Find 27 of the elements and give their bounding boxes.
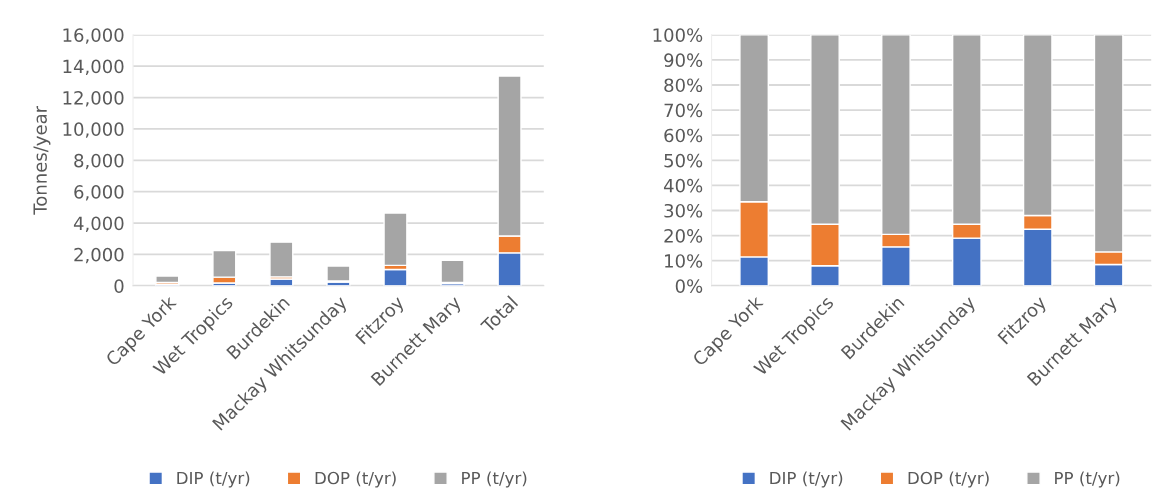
y-tick-label: 2,000	[74, 247, 124, 264]
y-tick-label: 8,000	[74, 153, 124, 170]
legend-label: DOP (t/yr)	[315, 471, 396, 488]
y-tick-label: 100%	[653, 28, 703, 42]
y-tick-label: 70%	[664, 103, 703, 118]
y-axis-title: Tonnes/year	[33, 105, 51, 215]
y-tick-label: 14,000	[63, 59, 124, 76]
y-tick-label: 6,000	[74, 185, 124, 201]
y-tick-label: 10,000	[63, 122, 124, 138]
y-tick-label: 90%	[664, 53, 703, 67]
y-tick-label: 50%	[664, 153, 703, 168]
y-tick-label: 16,000	[63, 28, 124, 44]
y-tick-label: 80%	[664, 78, 703, 93]
y-tick-label: 60%	[664, 128, 703, 143]
y-tick-label: 30%	[664, 203, 703, 218]
y-tick-label: 0%	[675, 279, 703, 293]
legend-label: DIP (t/yr)	[177, 471, 250, 488]
y-tick-label: 40%	[663, 178, 703, 193]
y-tick-label: 0	[114, 279, 124, 293]
legend-label: PP (t/yr)	[462, 471, 527, 488]
legend-label: PP (t/yr)	[1055, 471, 1120, 488]
y-tick-label: 10%	[665, 254, 703, 268]
legend-label: DOP (t/yr)	[908, 471, 989, 488]
y-tick-label: 12,000	[63, 91, 124, 107]
y-tick-label: 4,000	[73, 216, 124, 232]
legend-label: DIP (t/yr)	[770, 471, 843, 488]
y-tick-label: 20%	[664, 229, 703, 243]
